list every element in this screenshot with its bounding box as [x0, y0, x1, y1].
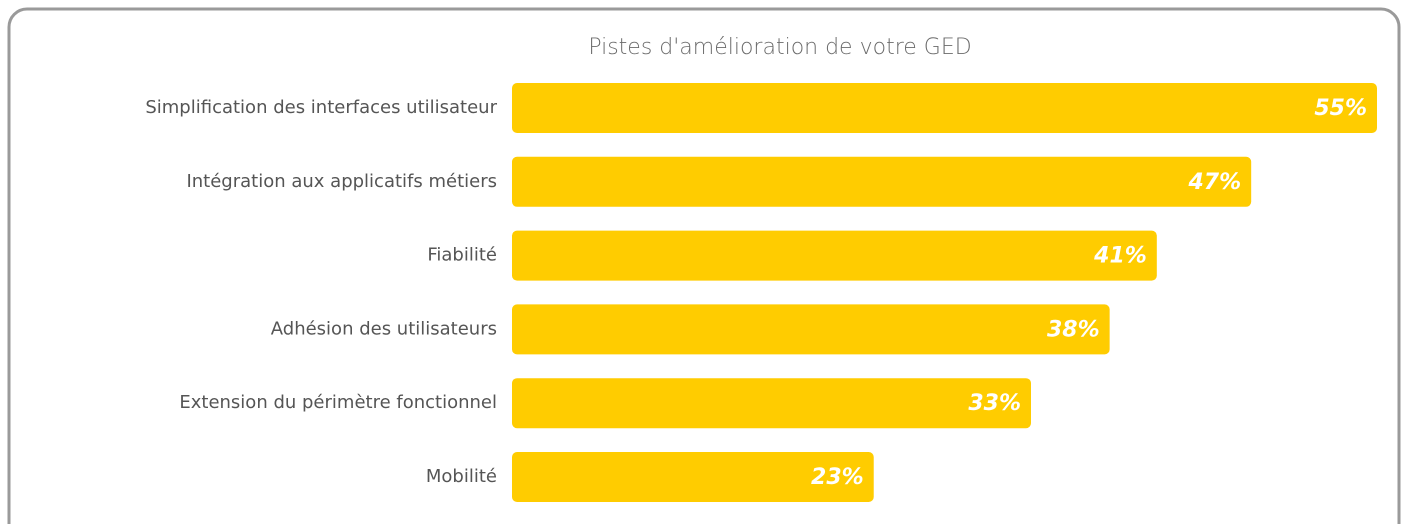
category-label: Extension du périmètre fonctionnel — [179, 392, 497, 413]
value-label: 23% — [811, 465, 864, 490]
category-label: Simplification des interfaces utilisateu… — [145, 97, 497, 118]
value-label: 33% — [968, 391, 1021, 416]
value-label: 38% — [1047, 317, 1100, 342]
category-label: Mobilité — [426, 466, 497, 487]
value-label: 47% — [1188, 170, 1242, 195]
chart-title: Pistes d'amélioration de votre GED — [588, 35, 971, 60]
value-label: 41% — [1093, 244, 1147, 269]
bar — [512, 156, 1252, 207]
bar — [512, 83, 1377, 133]
category-label: Fiabilité — [427, 245, 497, 266]
value-label: 55% — [1314, 96, 1367, 121]
category-label: Intégration aux applicatifs métiers — [186, 171, 497, 192]
category-label: Adhésion des utilisateurs — [271, 318, 497, 339]
bar — [512, 378, 1031, 429]
bar — [512, 230, 1157, 281]
bar — [512, 304, 1110, 355]
bar — [512, 452, 874, 502]
